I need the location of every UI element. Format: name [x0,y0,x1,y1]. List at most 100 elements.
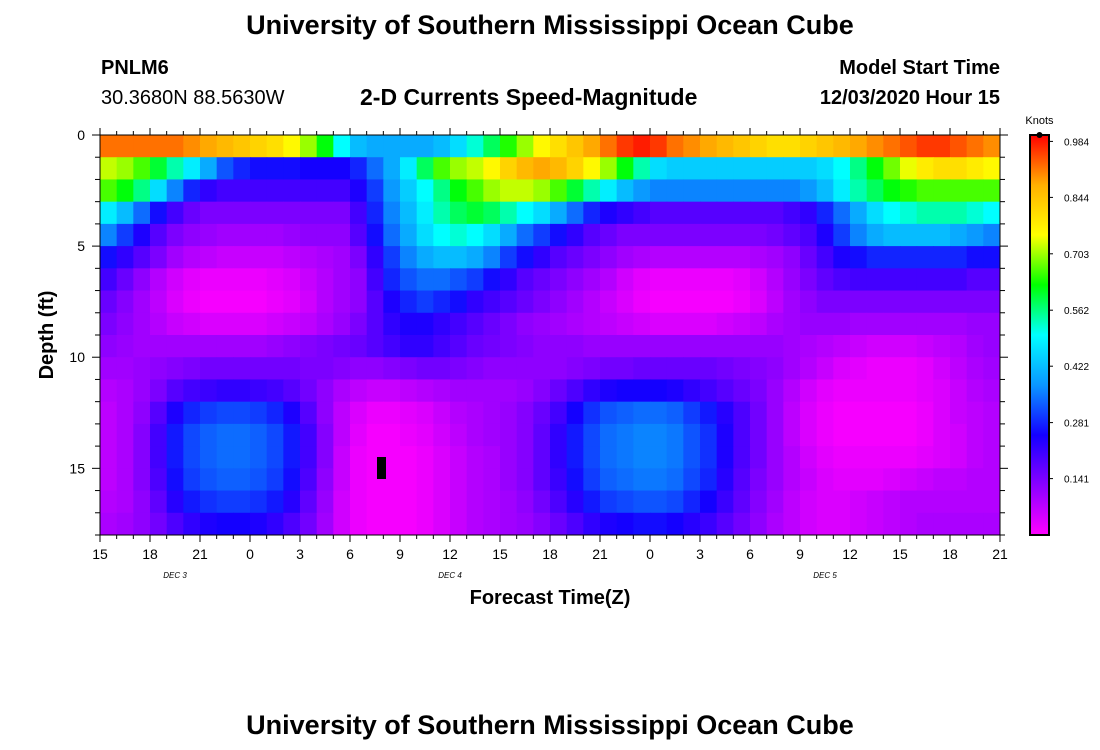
heat-cell [150,157,168,181]
heat-cell [733,468,751,492]
heat-cell [783,179,801,203]
heat-cell [533,401,551,425]
x-tick-label: 6 [346,546,354,562]
heat-cell [733,290,751,314]
heat-cell [583,490,601,514]
heat-cell [483,246,501,269]
heat-cell [116,290,134,314]
heat-cell [733,135,751,158]
heat-cell [716,179,734,203]
heat-cell [566,401,584,425]
heat-cell [400,512,418,535]
heat-cell [150,401,168,425]
heat-cell [366,135,384,158]
heat-cell [316,335,334,358]
heat-cell [766,379,784,403]
heat-cell [966,446,984,469]
heat-cell [316,201,334,225]
heat-cell [750,201,768,225]
heat-cell [833,290,851,314]
heat-cell [500,446,518,469]
heat-cell [733,179,751,203]
heat-cell [900,401,918,425]
heat-cell [550,246,568,269]
heat-cell [100,379,118,403]
heat-cell [916,223,934,247]
heat-cell [133,468,151,492]
heat-cell [883,268,901,292]
heat-cell [116,157,134,181]
heat-cell [500,268,518,292]
heat-cell [150,423,168,447]
heat-cell [616,446,634,469]
heat-cell [550,268,568,292]
heat-cell [450,512,468,535]
heat-cell [700,246,718,269]
heat-cell [650,201,668,225]
heat-cell [633,335,651,358]
heat-cell [500,335,518,358]
heat-cell [900,423,918,447]
heat-cell [783,201,801,225]
x-tick-label: 9 [796,546,804,562]
heat-cell [783,135,801,158]
heat-cell [566,423,584,447]
heat-cell [516,490,534,514]
heat-cell [783,357,801,381]
heat-cell [616,512,634,535]
heat-cell [200,490,218,514]
heat-cell [316,446,334,469]
heat-cell [766,201,784,225]
heat-cell [716,290,734,314]
heat-cell [216,357,234,381]
heat-cell [833,401,851,425]
heat-cell [933,468,951,492]
heat-cell [150,268,168,292]
heat-cell [483,179,501,203]
heat-cell [466,157,484,181]
heat-cell [333,179,351,203]
heat-cell [800,135,818,158]
heat-cell [783,290,801,314]
heat-cell [800,290,818,314]
heat-cell [600,401,618,425]
heat-cell [666,357,684,381]
heat-cell [666,290,684,314]
heat-cell [683,401,701,425]
heat-cell [616,157,634,181]
heat-cell [700,179,718,203]
heat-cell [733,401,751,425]
heat-cell [350,246,368,269]
heat-cell [783,312,801,336]
heat-cell [116,379,134,403]
heat-cell [933,357,951,381]
heat-cell [866,157,884,181]
heat-cell [516,401,534,425]
heat-cell [383,290,401,314]
heat-cell [216,468,234,492]
heat-cell [216,135,234,158]
heat-cell [333,423,351,447]
heat-cell [650,246,668,269]
heat-cell [550,179,568,203]
heat-cell [450,357,468,381]
heat-cell [566,290,584,314]
heat-cell [383,379,401,403]
x-tick-label: 15 [492,546,508,562]
heat-cell [600,157,618,181]
heat-cell [800,246,818,269]
heat-cell [233,201,251,225]
x-tick-label: 18 [942,546,958,562]
heat-cell [150,379,168,403]
heat-cell [583,290,601,314]
heat-cell [666,401,684,425]
heat-cell [800,468,818,492]
heat-cell [333,379,351,403]
heat-cell [533,490,551,514]
heat-cell [116,468,134,492]
heat-cell [766,223,784,247]
colorbar-tick-label: 0.281 [1064,419,1089,430]
heat-cell [316,223,334,247]
heat-cell [333,312,351,336]
heat-cell [250,512,268,535]
